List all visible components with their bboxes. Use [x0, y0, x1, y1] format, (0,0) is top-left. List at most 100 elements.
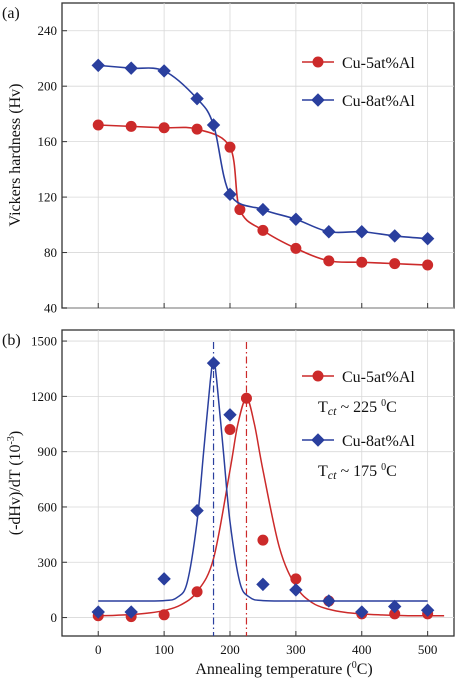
data-point: [240, 392, 252, 404]
x-tick-label: 300: [286, 642, 306, 657]
tct-annotation: Tct ~ 175 0C: [318, 462, 397, 482]
data-point: [387, 229, 402, 243]
annotation-part: ~ 225: [336, 399, 381, 416]
data-point: [323, 255, 335, 267]
x-label-main: Annealing temperature (: [195, 661, 351, 678]
data-point: [223, 408, 237, 422]
annotation-part: T: [318, 399, 328, 416]
y-tick-label-b: 1500: [31, 334, 57, 349]
x-tick-label: 0: [95, 642, 102, 657]
data-point: [91, 58, 105, 73]
x-label-unit: C): [357, 661, 373, 678]
y-tick-label-a: 160: [38, 134, 58, 149]
data-point: [124, 605, 138, 619]
data-point: [257, 224, 269, 236]
y-axis-label-b: (-dHv)/dT (10-3): [6, 431, 24, 535]
data-point: [190, 91, 204, 106]
annotation-part: T: [318, 463, 328, 480]
legend-marker: [312, 56, 324, 68]
data-point: [356, 256, 368, 268]
data-point: [191, 123, 203, 135]
x-tick-label: 400: [352, 642, 372, 657]
plot-area-a: [61, 2, 455, 309]
data-point: [234, 204, 246, 216]
x-tick-label: 500: [418, 642, 438, 657]
data-point: [224, 424, 236, 436]
x-label-unit-sup: 0: [352, 660, 357, 671]
data-point: [157, 572, 171, 586]
legend-marker: [312, 370, 324, 382]
data-point: [124, 61, 138, 75]
legend-label: Cu-8at%Al: [342, 93, 415, 110]
data-point: [223, 187, 237, 202]
panel-label-a: (a): [2, 5, 20, 22]
annotation-part: ~ 175: [336, 463, 381, 480]
ticks-b: 0 100 200 300 400 500 0 300 600 900 1200 1500: [31, 334, 437, 657]
annotation-part: C: [386, 463, 397, 480]
x-tick-label: 100: [154, 642, 174, 657]
data-point: [422, 259, 434, 271]
data-point: [290, 242, 302, 254]
y-tick-label-a: 200: [38, 79, 58, 94]
data-point: [257, 534, 269, 546]
y-tick-label-a: 240: [38, 23, 58, 38]
x-axis-label: Annealing temperature (0C): [195, 660, 372, 678]
legend-marker: [311, 93, 325, 107]
ticks-a: 40 80 120 160 200 240: [38, 23, 429, 316]
data-point: [125, 120, 137, 132]
data-point: [355, 225, 369, 239]
series-a: [91, 58, 435, 271]
data-point: [191, 586, 203, 598]
data-point: [389, 258, 401, 270]
y-label-b-exp: -3: [6, 436, 17, 444]
data-point: [91, 605, 105, 619]
y-axis-label-a: Vickers hardness (Hv): [7, 84, 24, 227]
data-point: [355, 605, 369, 619]
annotation-part: ct: [328, 404, 337, 418]
y-tick-label-a: 40: [44, 301, 57, 316]
tct-annotation: Tct ~ 225 0C: [318, 398, 397, 418]
data-point: [290, 573, 302, 585]
panel-label-b: (b): [2, 332, 21, 349]
y-label-b-main: (-dHv)/dT (10: [7, 444, 24, 535]
legend-label: Cu-8at%Al: [342, 433, 415, 450]
data-point: [158, 609, 170, 621]
data-point: [224, 141, 236, 153]
data-point: [322, 594, 336, 608]
y-tick-label-b: 300: [38, 555, 58, 570]
legend-marker: [311, 433, 325, 447]
data-point: [289, 583, 303, 597]
data-point: [289, 212, 303, 226]
data-point: [158, 122, 170, 134]
data-point: [387, 599, 402, 614]
annotation-part: C: [386, 399, 397, 416]
legend-a: Cu-5at%Al Cu-8at%Al: [302, 55, 415, 110]
legend-label: Cu-5at%Al: [342, 369, 415, 386]
y-tick-label-a: 80: [44, 245, 57, 260]
data-point: [206, 118, 221, 132]
data-point: [206, 356, 221, 370]
y-label-b-suffix: ): [7, 431, 24, 436]
data-point: [92, 119, 104, 131]
y-tick-label-b: 600: [38, 499, 58, 514]
y-tick-label-b: 900: [38, 444, 58, 459]
data-point: [157, 64, 171, 78]
data-point: [256, 577, 270, 592]
series-b: [91, 356, 435, 623]
y-tick-label-a: 120: [38, 190, 58, 205]
annotation-part: 0: [381, 398, 386, 409]
data-point: [190, 503, 204, 518]
annotation-part: ct: [328, 468, 337, 482]
y-tick-label-b: 0: [51, 610, 58, 625]
data-point: [322, 225, 336, 239]
panel-b: (b) 0 100 200 300 400 500 0 300 600 900 1200 1500 C…: [2, 329, 455, 678]
grid-a: [62, 3, 454, 309]
data-point: [256, 202, 270, 217]
y-tick-label-b: 1200: [31, 389, 57, 404]
data-point: [420, 231, 435, 246]
annotation-part: 0: [381, 462, 386, 473]
data-point: [420, 603, 435, 617]
